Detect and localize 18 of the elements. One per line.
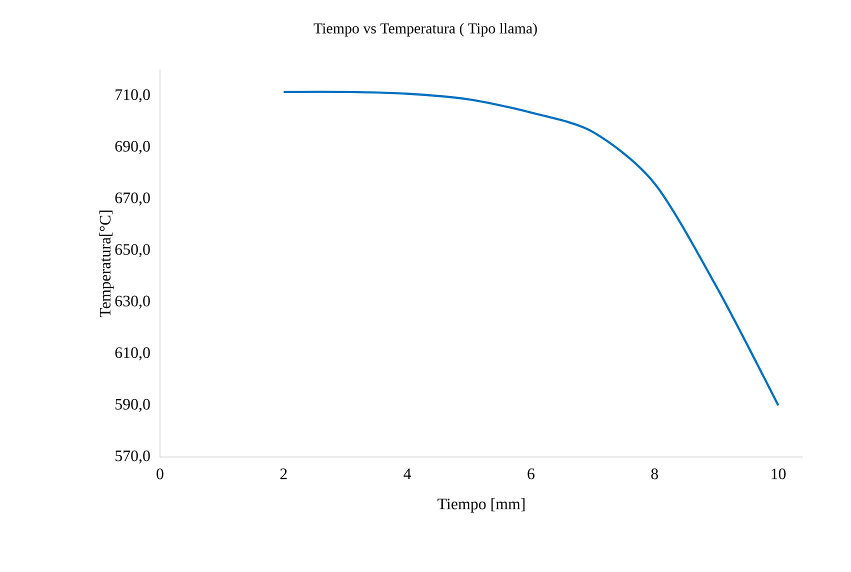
y-tick-label: 650,0 xyxy=(115,244,150,258)
x-tick-label: 8 xyxy=(651,468,658,480)
x-axis-title: Tiempo [mm] xyxy=(438,498,525,513)
y-tick-label: 630,0 xyxy=(115,296,150,309)
y-tick-label: 690,0 xyxy=(115,140,150,154)
y-tick-label: 570,0 xyxy=(116,450,150,464)
x-tick-label: 0 xyxy=(156,468,164,480)
y-tick-label: 610,0 xyxy=(115,347,150,360)
chart-title: Tiempo vs Temperatura ( Tipo llama) xyxy=(314,22,537,37)
y-tick-label: 710,0 xyxy=(116,89,150,102)
line-series xyxy=(282,90,780,406)
x-tick-label: 10 xyxy=(772,468,786,480)
x-tick-label: 2 xyxy=(280,468,287,480)
x-tick-label: 4 xyxy=(404,468,412,480)
y-tick-label: 590,0 xyxy=(116,398,150,412)
y-axis-title: Temperatura[°C] xyxy=(99,210,114,318)
x-tick-label: 6 xyxy=(528,468,534,480)
y-tick-label: 670,0 xyxy=(115,192,150,206)
